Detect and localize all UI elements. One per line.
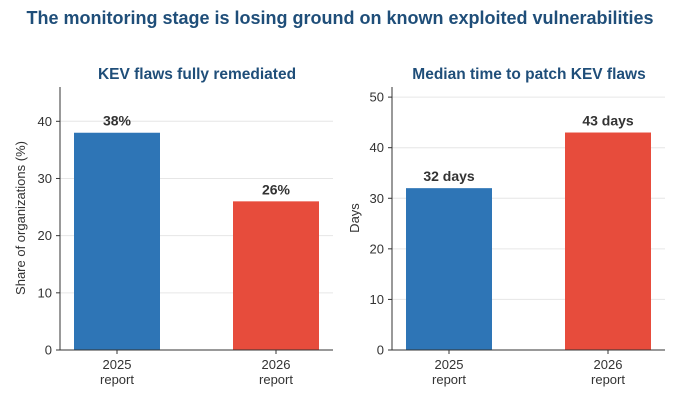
figure-title: The monitoring stage is losing ground on… [26, 8, 653, 28]
left-x-tick-label: 2026 [262, 357, 291, 372]
left-y-tick-label: 10 [38, 285, 52, 300]
right-bar-2025 [406, 188, 492, 350]
right-x-tick-label: 2025 [435, 357, 464, 372]
right-x-tick-label: 2026 [594, 357, 623, 372]
left-y-tick-label: 0 [45, 343, 52, 358]
left-y-tick-label: 40 [38, 114, 52, 129]
left-x-tick-label: 2025 [103, 357, 132, 372]
right-x-tick-label: report [591, 372, 625, 387]
right-bar-2026 [565, 132, 651, 350]
right-x-tick-label: report [432, 372, 466, 387]
left-x-tick-label: report [259, 372, 293, 387]
left-data-label: 26% [262, 181, 291, 197]
right-y-tick-label: 10 [370, 292, 384, 307]
right-panel: Median time to patch KEV flaws Days 0 10 2… [347, 66, 665, 387]
left-panel: KEV flaws fully remediated Share of orga… [13, 66, 333, 387]
right-y-tick-label: 40 [370, 140, 384, 155]
left-y-tick-label: 20 [38, 228, 52, 243]
left-panel-title: KEV flaws fully remediated [98, 66, 296, 83]
right-y-tick-label: 50 [370, 90, 384, 105]
left-y-axis-label: Share of organizations (%) [13, 141, 28, 295]
left-x-tick-label: report [100, 372, 134, 387]
right-data-label: 32 days [423, 168, 475, 184]
left-bar-2026 [233, 201, 319, 350]
right-data-label: 43 days [582, 113, 634, 129]
left-y-tick-label: 30 [38, 171, 52, 186]
right-y-tick-label: 30 [370, 191, 384, 206]
left-bar-2025 [74, 132, 160, 350]
right-panel-title: Median time to patch KEV flaws [412, 66, 645, 83]
left-data-label: 38% [103, 113, 132, 129]
right-y-tick-label: 0 [377, 343, 384, 358]
right-y-axis-label: Days [347, 203, 362, 233]
right-y-tick-label: 20 [370, 241, 384, 256]
